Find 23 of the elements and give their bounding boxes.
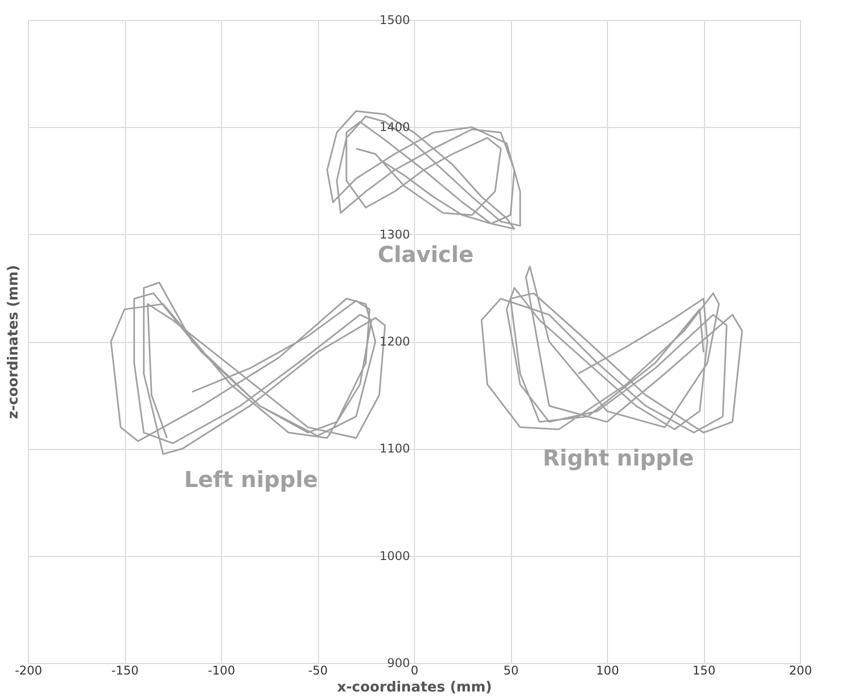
y-tick-label: 1500 [379, 13, 410, 27]
x-tick-label: -50 [308, 664, 328, 678]
x-axis-title: x-coordinates (mm) [337, 680, 492, 696]
y-tick-label: 1100 [379, 442, 410, 456]
y-tick-label: 1200 [379, 334, 410, 348]
y-tick-label: 1000 [379, 548, 410, 563]
x-tick-label: 150 [692, 664, 716, 678]
y-tick-label: 1400 [379, 120, 410, 134]
y-axis-title: z-coordinates (mm) [6, 265, 22, 419]
x-tick-label: -200 [14, 664, 42, 678]
series-label: Clavicle [378, 242, 474, 268]
x-tick-label: 50 [503, 664, 519, 678]
series-label: Right nipple [542, 446, 694, 472]
x-tick-label: 100 [596, 664, 619, 678]
x-tick-label: 200 [789, 664, 812, 678]
x-tick-label: -150 [111, 664, 139, 678]
series-label: Left nipple [184, 468, 318, 494]
x-tick-label: 0 [410, 664, 418, 678]
y-tick-label: 1300 [379, 227, 410, 242]
x-tick-label: -100 [208, 664, 236, 678]
line-series [326, 110, 521, 230]
line-series [480, 266, 743, 434]
y-tick-label: 900 [387, 656, 410, 670]
